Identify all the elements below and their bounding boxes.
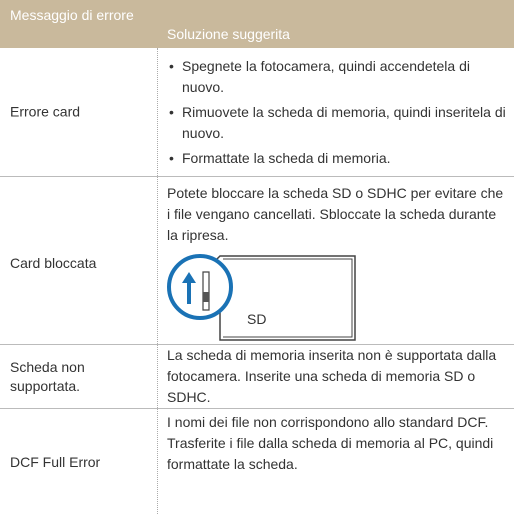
error-label: DCF Full Error bbox=[10, 454, 101, 470]
solution: Spegnete la fotocamera, quindi accendete… bbox=[167, 56, 509, 173]
solution-text: La scheda di memoria inserita non è supp… bbox=[167, 347, 497, 405]
table-row: Card bloccata Potete bloccare la scheda … bbox=[0, 177, 514, 345]
solution: La scheda di memoria inserita non è supp… bbox=[167, 345, 509, 408]
bullet: Formattate la scheda di memoria. bbox=[167, 148, 509, 169]
table-row: DCF Full Error I nomi dei file non corri… bbox=[0, 409, 514, 514]
image-label: SD bbox=[247, 311, 266, 327]
table-row: Errore card Spegnete la fotocamera, quin… bbox=[0, 48, 514, 177]
table-header: Messaggio di errore Soluzione suggerita bbox=[0, 0, 514, 48]
bullet: Rimuovete la scheda di memoria, quindi i… bbox=[167, 102, 509, 144]
column-separator bbox=[157, 48, 158, 514]
solution-text: I nomi dei file non corrispondono allo s… bbox=[167, 414, 494, 472]
header-cell: Soluzione suggerita bbox=[167, 26, 290, 42]
error-label: Scheda non supportata. bbox=[10, 358, 85, 394]
sd-card-illustration: SD bbox=[167, 254, 356, 341]
header-cell: Messaggio di errore bbox=[10, 7, 134, 23]
table-row: Scheda non supportata. La scheda di memo… bbox=[0, 345, 514, 409]
solution-text: Potete bloccare la scheda SD o SDHC per … bbox=[167, 185, 504, 243]
bullet: Spegnete la fotocamera, quindi accendete… bbox=[167, 56, 509, 98]
solution: Potete bloccare la scheda SD o SDHC per … bbox=[167, 183, 509, 246]
solution: I nomi dei file non corrispondono allo s… bbox=[167, 412, 509, 475]
error-label: Errore card bbox=[10, 103, 81, 120]
error-label: Card bloccata bbox=[10, 255, 97, 271]
